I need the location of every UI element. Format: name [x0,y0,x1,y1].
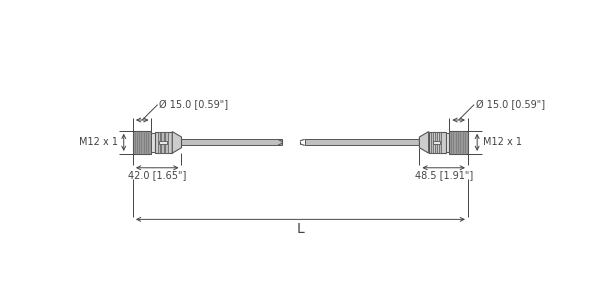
Text: 42.0 [1.65"]: 42.0 [1.65"] [128,170,186,180]
Bar [165,132,168,153]
Bar [158,132,160,153]
Bar [438,132,441,153]
Polygon shape [419,132,429,153]
Text: M12 x 1: M12 x 1 [483,137,522,147]
Bar [429,132,445,153]
Bar [159,141,167,144]
Bar [431,132,433,153]
Text: 48.5 [1.91"]: 48.5 [1.91"] [415,170,473,180]
Text: Ø 15.0 [0.59"]: Ø 15.0 [0.59"] [159,100,228,110]
Text: M12 x 1: M12 x 1 [78,137,117,147]
Bar [432,141,440,144]
Bar [162,132,164,153]
Text: L: L [297,222,304,236]
Bar [445,133,450,151]
Bar [435,132,437,153]
Bar [304,139,419,145]
Bar [152,133,155,151]
Bar [155,132,172,153]
Text: Ø 15.0 [0.59"]: Ø 15.0 [0.59"] [476,100,545,110]
Bar [450,131,468,154]
Polygon shape [172,132,182,153]
Bar [182,139,281,145]
Bar [133,131,152,154]
